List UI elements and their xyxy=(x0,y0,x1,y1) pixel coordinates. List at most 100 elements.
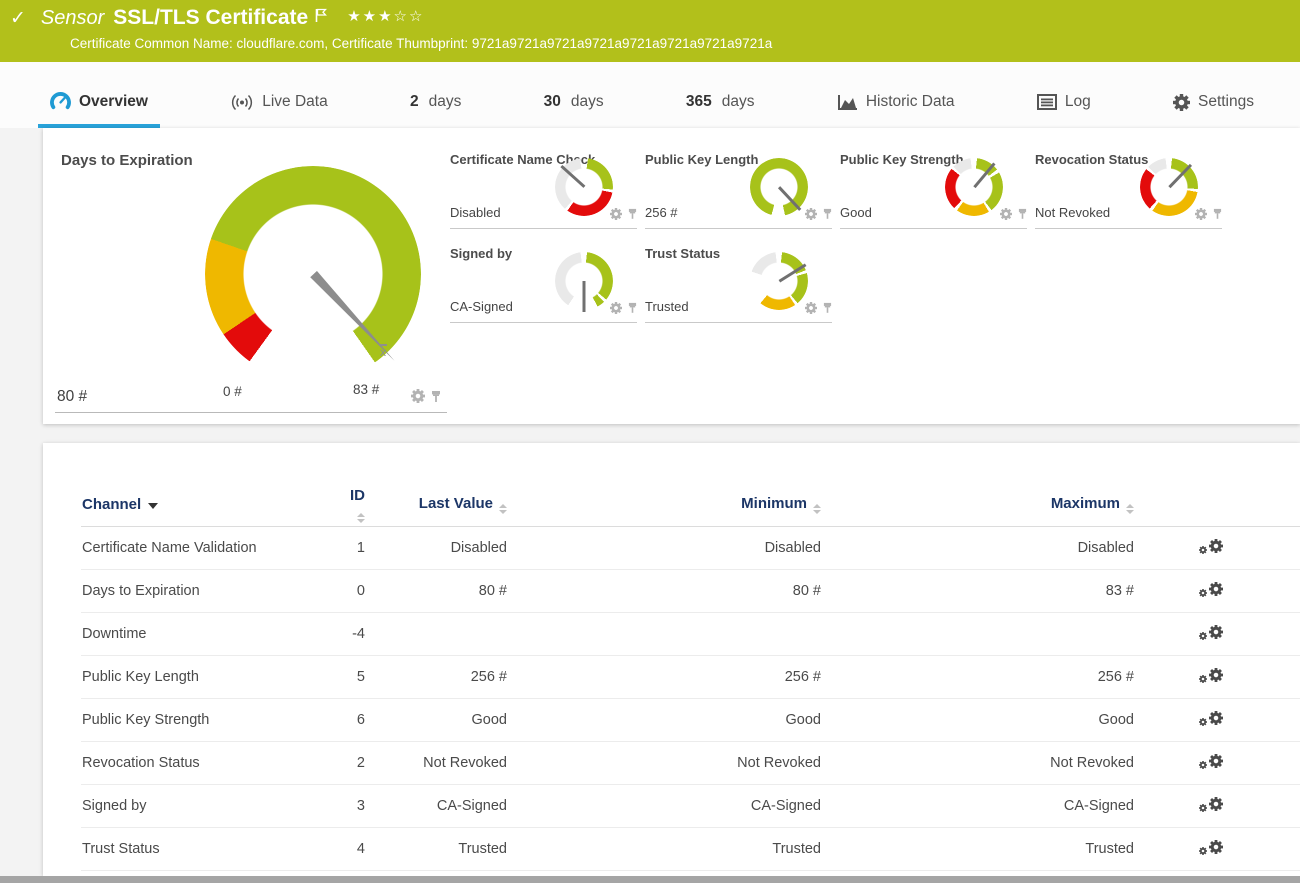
cell-channel: Downtime xyxy=(82,626,147,642)
cell-last-value: Good xyxy=(471,712,507,728)
tab-label: Settings xyxy=(1197,93,1254,110)
channel-settings-gears-icon[interactable] xyxy=(1199,538,1223,558)
gauge-settings-gear-icon[interactable] xyxy=(610,301,622,319)
gauge-pin-icon[interactable] xyxy=(431,390,441,408)
table-row-trust-status[interactable]: Trust Status 4 Trusted Trusted Trusted xyxy=(81,828,1300,871)
gauge-settings-gear-icon[interactable] xyxy=(1000,207,1012,225)
channel-table-panel: Channel ID Last Value Minimum Maximum Certif… xyxy=(43,443,1300,876)
priority-stars[interactable]: ★★★☆☆ xyxy=(347,8,425,25)
tab-log[interactable]: Log xyxy=(1025,93,1103,128)
cell-channel: Signed by xyxy=(82,798,147,814)
gauge-icon xyxy=(50,92,71,111)
sort-arrows-icon xyxy=(1126,504,1134,514)
gauge-settings-gear-icon[interactable] xyxy=(805,301,817,319)
cell-id: 1 xyxy=(356,540,365,556)
sensor-subtitle: Certificate Common Name: cloudflare.com,… xyxy=(70,36,773,51)
cell-maximum: Trusted xyxy=(1085,841,1134,857)
column-header-minimum[interactable]: Minimum xyxy=(507,495,821,514)
table-row-public-key-length[interactable]: Public Key Length 5 256 # 256 # 256 # xyxy=(81,656,1300,699)
column-header-channel[interactable]: Channel xyxy=(81,496,339,513)
column-header-last-value[interactable]: Last Value xyxy=(365,495,507,514)
gauge-cell-revocation-status: Revocation Status Not Revoked xyxy=(1035,146,1222,229)
flag-icon[interactable] xyxy=(315,8,328,28)
small-gauge xyxy=(750,158,808,216)
gauge-cell-value: 256 # xyxy=(645,205,678,220)
tab-label: days xyxy=(721,93,755,110)
cell-last-value: 80 # xyxy=(478,583,507,599)
settings-icon xyxy=(1172,93,1190,111)
gauge-current-value: 80 # xyxy=(57,388,88,405)
cell-last-value: CA-Signed xyxy=(436,798,507,814)
cell-maximum: CA-Signed xyxy=(1063,798,1134,814)
small-gauge xyxy=(555,158,613,216)
cell-last-value: Trusted xyxy=(458,841,507,857)
cell-minimum: Trusted xyxy=(772,841,821,857)
tab-bar: Overview Live Data 2 days 30 days 365 days Histo… xyxy=(0,62,1300,128)
sensor-title: SSL/TLS Certificate xyxy=(113,6,309,29)
gauge-max-label: 83 # xyxy=(353,382,380,397)
gauge-settings-gear-icon[interactable] xyxy=(805,207,817,225)
tab-365-days[interactable]: 365 days xyxy=(674,93,767,128)
gauge-cell-title: Certificate Name Check xyxy=(450,152,596,167)
small-gauge xyxy=(1140,158,1198,216)
cell-id: 2 xyxy=(356,755,365,771)
channel-settings-gears-icon[interactable] xyxy=(1199,667,1223,687)
gauge-cell-signed-by: Signed by CA-Signed xyxy=(450,240,637,323)
cell-minimum: 256 # xyxy=(784,669,821,685)
table-row-signed-by[interactable]: Signed by 3 CA-Signed CA-Signed CA-Signed xyxy=(81,785,1300,828)
channel-settings-gears-icon[interactable] xyxy=(1199,710,1223,730)
main-gauge-title: Days to Expiration xyxy=(61,152,193,169)
channel-settings-gears-icon[interactable] xyxy=(1199,624,1223,644)
table-row-revocation-status[interactable]: Revocation Status 2 Not Revoked Not Revoked… xyxy=(81,742,1300,785)
channel-settings-gears-icon[interactable] xyxy=(1199,753,1223,773)
gauge-cell-title: Revocation Status xyxy=(1035,152,1149,167)
cell-last-value: Not Revoked xyxy=(423,755,507,771)
tab-2-days[interactable]: 2 days xyxy=(398,93,473,128)
gauge-pin-icon[interactable] xyxy=(628,301,637,319)
gauge-pin-icon[interactable] xyxy=(823,301,832,319)
column-header-label: ID xyxy=(350,486,365,504)
table-row-public-key-strength[interactable]: Public Key Strength 6 Good Good Good xyxy=(81,699,1300,742)
tab-live-data[interactable]: Live Data xyxy=(218,93,339,128)
mean-marker: x xyxy=(379,344,387,359)
gauge-pin-icon[interactable] xyxy=(823,207,832,225)
gauges-panel: Days to Expiration x 0 # 83 # 80 # Certi… xyxy=(43,128,1300,424)
sort-arrows-icon xyxy=(813,504,821,514)
cell-last-value: 256 # xyxy=(470,669,507,685)
gauge-cell-title: Signed by xyxy=(450,246,513,261)
cell-minimum: Good xyxy=(785,712,821,728)
gauge-settings-gear-icon[interactable] xyxy=(610,207,622,225)
table-row-certificate-name-validation[interactable]: Certificate Name Validation 1 Disabled Disa… xyxy=(81,527,1300,570)
small-gauge xyxy=(555,252,613,312)
tab-number: 2 xyxy=(409,93,419,110)
table-row-days-to-expiration[interactable]: Days to Expiration 0 80 # 80 # 83 # xyxy=(81,570,1300,613)
gauge-pin-icon[interactable] xyxy=(1018,207,1027,225)
tab-label: days xyxy=(570,93,604,110)
gauge-settings-gear-icon[interactable] xyxy=(411,389,425,408)
gauge-settings-gear-icon[interactable] xyxy=(1195,207,1207,225)
gauge-cell-trust-status: Trust Status Trusted xyxy=(645,240,832,323)
tab-30-days[interactable]: 30 days xyxy=(532,93,616,128)
gauge-cell-value: Disabled xyxy=(450,205,501,220)
cell-maximum: 256 # xyxy=(1097,669,1134,685)
tab-historic-data[interactable]: Historic Data xyxy=(825,93,967,128)
column-header-maximum[interactable]: Maximum xyxy=(821,495,1134,514)
gauge-pin-icon[interactable] xyxy=(1213,207,1222,225)
cell-minimum: Not Revoked xyxy=(737,755,821,771)
table-row-downtime[interactable]: Downtime -4 xyxy=(81,613,1300,656)
cell-maximum: 83 # xyxy=(1105,583,1134,599)
tab-overview[interactable]: Overview xyxy=(38,92,160,128)
tab-settings[interactable]: Settings xyxy=(1161,93,1266,128)
cell-id: 4 xyxy=(356,841,365,857)
channel-settings-gears-icon[interactable] xyxy=(1199,796,1223,816)
column-header-id[interactable]: ID xyxy=(339,487,365,523)
main-gauge-cell: Days to Expiration x 0 # 83 # 80 # xyxy=(55,136,447,413)
gauge-cell-title: Public Key Strength xyxy=(840,152,964,167)
cell-minimum: CA-Signed xyxy=(750,798,821,814)
channel-settings-gears-icon[interactable] xyxy=(1199,839,1223,859)
sort-caret-down-icon xyxy=(148,503,159,509)
sort-arrows-icon xyxy=(357,512,365,523)
channel-settings-gears-icon[interactable] xyxy=(1199,581,1223,601)
cell-channel: Certificate Name Validation xyxy=(82,540,257,556)
gauge-pin-icon[interactable] xyxy=(628,207,637,225)
